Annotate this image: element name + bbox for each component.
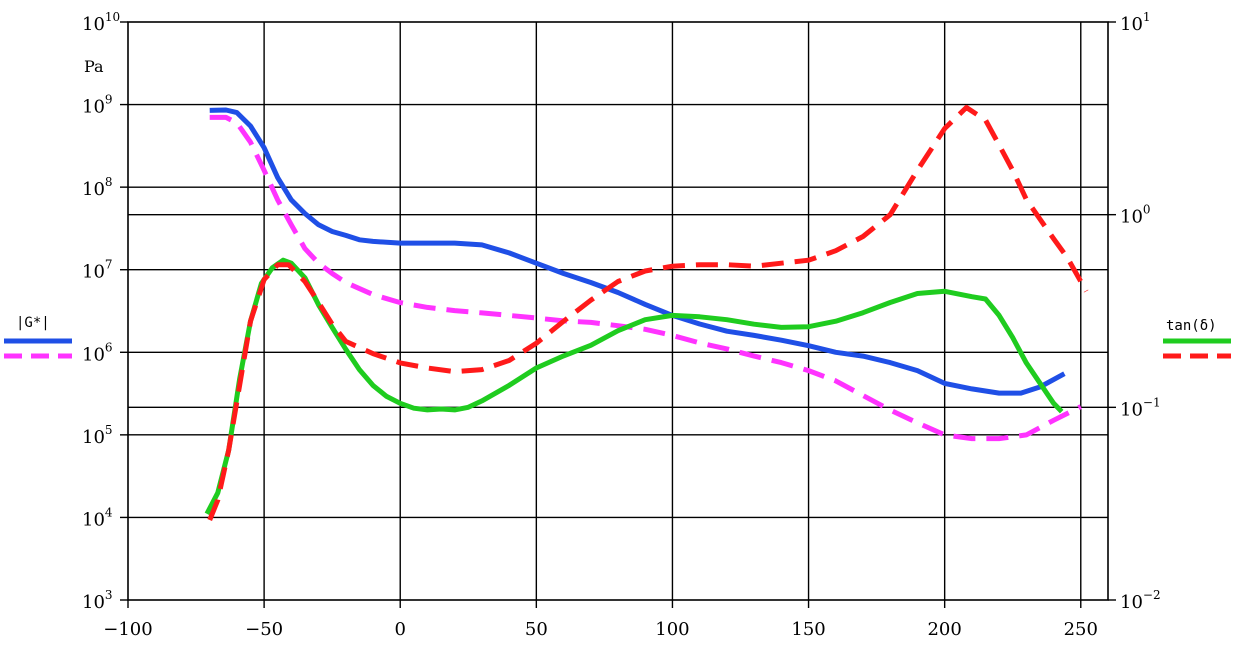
plot-frame <box>127 21 1109 601</box>
y-left-tick-label: 106 <box>82 340 113 365</box>
series-lines <box>204 105 1089 521</box>
tick-labels: −100 −50 0 50 100 150 200 250 103 104 105 106 107 108… <box>82 10 1161 640</box>
y-left-tick-label: 107 <box>82 258 113 283</box>
y-right-tick-label: 10−2 <box>1120 588 1161 613</box>
legend-left-label: |G*| <box>16 315 50 331</box>
legend-right-label: tan(δ) <box>1166 318 1217 334</box>
series-line-tan-dashed <box>207 105 1089 521</box>
x-tick-label: 150 <box>791 619 825 640</box>
series-line-g-solid <box>209 107 1066 396</box>
x-tick-label: 50 <box>525 619 548 640</box>
x-tick-label: 100 <box>655 619 689 640</box>
x-tick-label: −50 <box>245 619 283 640</box>
x-tick-label: 200 <box>927 619 961 640</box>
y-right-tick-label: 101 <box>1120 10 1151 35</box>
y-left-unit-label: Pa <box>84 57 104 76</box>
y-right-tick-label: 10−1 <box>1120 395 1161 420</box>
x-tick-label: 250 <box>1064 619 1098 640</box>
y-left-tick-label: 104 <box>82 505 113 530</box>
y-left-tick-label: 103 <box>82 588 113 613</box>
y-left-tick-label: 105 <box>82 423 113 448</box>
y-left-tick-label: 109 <box>82 93 113 118</box>
series-line-g-dashed <box>209 114 1082 442</box>
y-right-tick-label: 100 <box>1120 203 1151 228</box>
x-tick-label: −100 <box>103 619 152 640</box>
legend-left: |G*| <box>4 315 72 359</box>
legend-right: tan(δ) <box>1163 318 1231 359</box>
axis-ticks <box>120 21 1116 608</box>
y-left-tick-label: 108 <box>82 175 113 200</box>
y-left-tick-label: 1010 <box>82 10 120 35</box>
grid-lines <box>128 22 1108 600</box>
x-tick-label: 0 <box>394 619 405 640</box>
